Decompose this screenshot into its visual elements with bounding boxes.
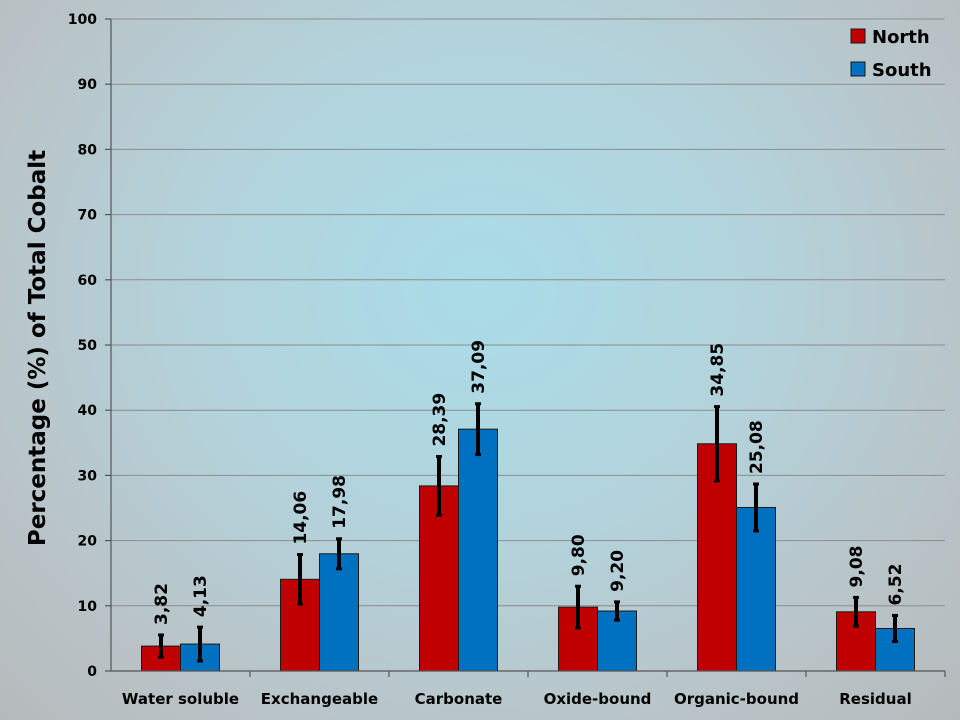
category-label: Residual xyxy=(839,690,911,708)
data-label-north: 14,06 xyxy=(291,491,311,545)
legend-label-south: South xyxy=(872,60,932,81)
data-labels: 3,82 4,13 14,06 17,98 28,39 37,09 9,80 9,20 34,8… xyxy=(152,340,906,625)
y-tick-label: 50 xyxy=(78,338,98,354)
category-label: Exchangeable xyxy=(261,690,378,708)
category-label: Carbonate xyxy=(415,690,503,708)
y-tick-label: 10 xyxy=(78,599,98,615)
y-tick-label: 0 xyxy=(87,664,97,680)
data-label-north: 9,80 xyxy=(569,534,589,576)
gridlines xyxy=(111,18,945,607)
legend-swatch-south xyxy=(850,61,866,77)
bars xyxy=(141,428,915,672)
y-tick-label: 20 xyxy=(78,534,98,550)
data-label-north: 9,08 xyxy=(847,546,867,588)
category-label: Oxide-bound xyxy=(544,690,652,708)
category-label: Organic-bound xyxy=(674,690,799,708)
data-label-south: 17,98 xyxy=(330,475,350,529)
y-axis-ticks: 0 10 20 30 40 50 60 70 80 90 100 xyxy=(68,12,111,680)
data-label-south: 37,09 xyxy=(469,340,489,394)
y-tick-label: 90 xyxy=(78,77,98,93)
data-label-north: 34,85 xyxy=(708,343,728,397)
y-axis-label: Percentage (%) of Total Cobalt xyxy=(25,150,51,546)
data-label-north: 3,82 xyxy=(152,583,172,625)
y-tick-label: 40 xyxy=(78,403,98,419)
y-tick-label: 70 xyxy=(78,208,98,224)
y-tick-label: 80 xyxy=(78,142,98,158)
data-label-south: 6,52 xyxy=(886,563,906,605)
bar-south xyxy=(458,428,498,672)
x-axis-categories: Water soluble Exchangeable Carbonate Oxide-… xyxy=(122,671,946,708)
data-label-north: 28,39 xyxy=(430,393,450,447)
legend-label-north: North xyxy=(872,27,930,48)
error-bars xyxy=(158,402,898,663)
legend-swatch-north xyxy=(850,28,866,44)
bar-south xyxy=(319,553,359,672)
data-label-south: 9,20 xyxy=(608,550,628,592)
data-label-south: 4,13 xyxy=(191,575,211,617)
y-tick-label: 100 xyxy=(68,12,97,28)
y-tick-label: 30 xyxy=(78,468,98,484)
category-label: Water soluble xyxy=(122,690,239,708)
legend: North South xyxy=(850,27,932,81)
y-tick-label: 60 xyxy=(78,273,98,289)
bar-south xyxy=(736,506,776,672)
data-label-south: 25,08 xyxy=(747,420,767,474)
